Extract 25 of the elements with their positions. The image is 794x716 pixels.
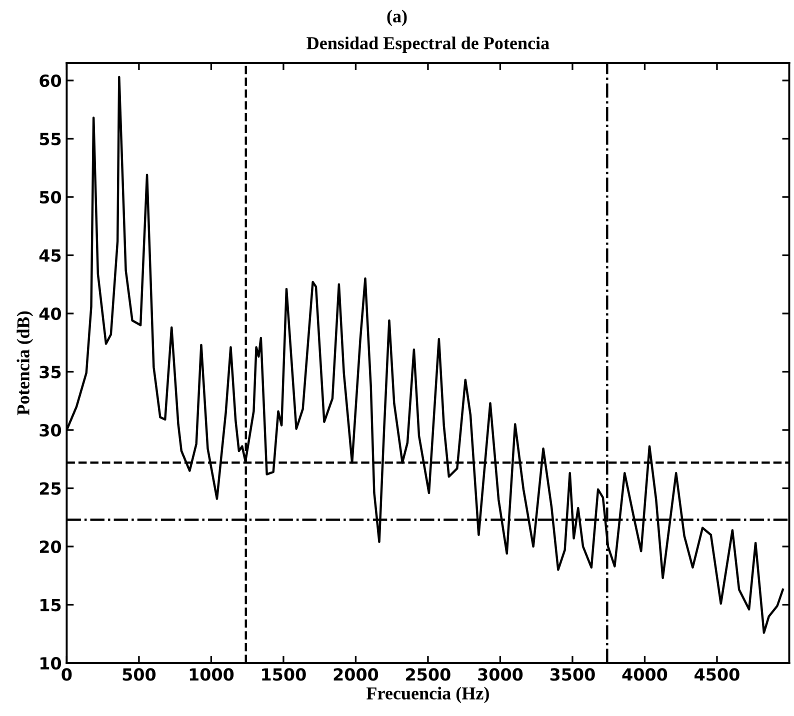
y-tick-label: 60 — [40, 74, 62, 88]
x-tick-label: 2000 — [334, 668, 378, 681]
y-tick-label: 20 — [40, 540, 62, 554]
chart-title: Densidad Espectral de Potencia — [306, 36, 550, 53]
x-tick-label: 1000 — [190, 668, 234, 681]
y-tick-label: 30 — [40, 424, 62, 437]
text: (a) — [387, 10, 407, 26]
x-tick-label: 3000 — [478, 668, 523, 681]
y-tick-label: 25 — [40, 482, 61, 495]
x-tick-label: 2500 — [406, 668, 450, 681]
x-tick-label: 0 — [62, 668, 72, 681]
y-tick-label: 15 — [40, 598, 61, 612]
y-tick-label: 35 — [40, 366, 61, 378]
x-axis-title: Frecuencia (Hz) — [366, 686, 489, 704]
x-tick-label: 1500 — [262, 668, 306, 681]
y-axis-title: Potencia (dB) — [16, 311, 34, 416]
y-tick-label: 10 — [40, 656, 62, 670]
y-tick-label: 40 — [39, 307, 62, 320]
x-tick-label: 4500 — [694, 668, 740, 681]
y-tick-label: 55 — [40, 132, 61, 146]
y-tick-label: 50 — [40, 190, 62, 204]
x-tick-label: 4000 — [622, 668, 668, 681]
y-tick-label: 45 — [39, 249, 61, 262]
x-tick-label: 500 — [122, 668, 156, 681]
x-tick-label: 3500 — [550, 668, 595, 681]
